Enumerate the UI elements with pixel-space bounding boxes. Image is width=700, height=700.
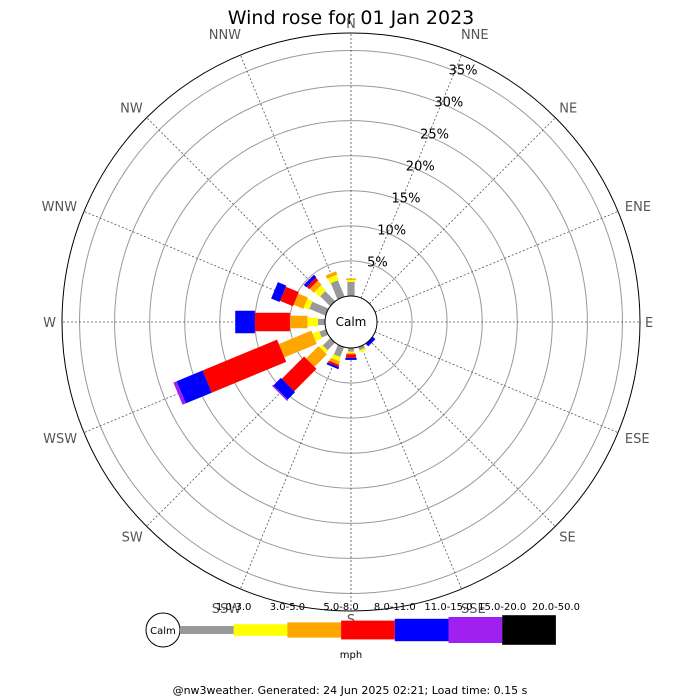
spoke-ese [374, 331, 619, 433]
legend-label-6: 20.0-50.0 [532, 602, 580, 613]
calm-label: Calm [336, 315, 367, 329]
grid-ring-30 [114, 85, 588, 559]
direction-label-nnw: NNW [209, 28, 241, 43]
radial-tick-label-25: 25% [420, 127, 449, 142]
bar-ssw-bin-0 [333, 344, 345, 358]
direction-label-e: E [645, 316, 653, 331]
bar-wsw-bin-2 [278, 330, 317, 358]
direction-label-s: S [347, 613, 355, 628]
direction-labels: N NNE NE ENE E ESE SE SSE S SSW SW WSW W WNW NW NNW [42, 17, 654, 628]
direction-label-ene: ENE [625, 200, 651, 215]
spoke-sse [360, 345, 462, 590]
radial-tick-label-15: 15% [392, 191, 421, 206]
bar-wnw-bin-0 [309, 301, 329, 316]
bar-wsw-bin-5 [173, 381, 186, 405]
bar-wsw-bin-3 [202, 339, 287, 393]
legend-label-0: 1.0-3.0 [216, 602, 251, 613]
bar-wsw-bin-1 [312, 330, 323, 342]
spoke-nnw [240, 54, 342, 299]
bar-nw-bin-3 [306, 277, 319, 290]
grid-ring-25 [149, 120, 553, 524]
spoke-ne [369, 117, 556, 304]
legend-label-3: 8.0-11.0 [374, 602, 416, 613]
bar-wnw-bin-3 [279, 286, 299, 307]
direction-label-n: N [346, 17, 356, 32]
bar-wnw-bin-2 [293, 293, 308, 309]
chart-title: Wind rose for 01 Jan 2023 [228, 7, 475, 29]
direction-label-ese: ESE [625, 432, 650, 447]
bar-sse-bin-0 [358, 344, 365, 351]
calm-circle [324, 295, 378, 349]
legend-swatch-3 [341, 620, 395, 640]
direction-label-nw: NW [120, 102, 143, 117]
footer-text: @nw3weather. Generated: 24 Jun 2025 02:2… [173, 684, 528, 697]
legend-swatch-1 [233, 624, 288, 636]
outer-ring [61, 32, 641, 612]
bar-sw-bin-5 [271, 384, 289, 402]
bar-wnw-bin-4 [271, 282, 287, 302]
bar-ssw-bin-2 [329, 357, 341, 365]
direction-label-wsw: WSW [43, 432, 77, 447]
legend-swatch-4 [394, 618, 449, 642]
radial-tick-label-5: 5% [367, 256, 388, 271]
bar-nw-bin-1 [314, 285, 326, 297]
bar-sse-bin-1 [359, 347, 367, 353]
direction-label-se: SE [559, 530, 575, 545]
radial-tick-label-35: 35% [449, 63, 478, 78]
direction-label-sw: SW [122, 530, 143, 545]
radial-tick-label-10: 10% [377, 224, 406, 239]
legend-label-4: 11.0-15.0 [424, 602, 472, 613]
bar-sw-bin-1 [319, 344, 329, 354]
direction-label-ssw: SSW [212, 602, 242, 617]
bar-ssw-bin-4 [326, 362, 340, 370]
legend-label-1: 3.0-5.0 [270, 602, 305, 613]
direction-label-nne: NNE [461, 28, 489, 43]
legend-unit: mph [340, 650, 362, 661]
radial-tick-labels: 5% 10% 15% 20% 25% 30% 35% [367, 63, 477, 270]
legend-swatch-0 [180, 626, 234, 634]
legend-calm-label: Calm [150, 626, 176, 637]
bar-nw-bin-0 [320, 291, 336, 307]
bar-sw-bin-4 [273, 377, 296, 400]
bar-wsw-bin-4 [176, 370, 212, 404]
bar-wsw-bin-0 [319, 329, 329, 338]
legend-swatch-2 [287, 622, 342, 638]
bar-se-bin-4 [365, 336, 376, 347]
radial-tick-label-20: 20% [406, 159, 435, 174]
bar-sw-bin-3 [281, 356, 317, 392]
direction-label-ne: NE [559, 102, 577, 117]
bar-nnw-bin-2 [325, 271, 338, 279]
calm-center: Calm [324, 295, 378, 349]
legend: Calm 1.0-3.0 3.0-5.0 5.0-8.0 8.0-11.0 11.0-1… [145, 602, 580, 661]
bar-ssw-bin-1 [331, 354, 341, 362]
bar-ssw-bin-3 [328, 360, 340, 367]
radial-tick-label-30: 30% [434, 95, 463, 110]
bar-sw-bin-0 [322, 338, 335, 351]
direction-label-sse: SSE [461, 602, 486, 617]
legend-swatch-5 [448, 617, 503, 643]
bar-nnw-bin-1 [327, 274, 339, 284]
legend-label-5: 15.0-20.0 [478, 602, 526, 613]
legend-label-2: 5.0-8.0 [323, 602, 358, 613]
direction-label-wnw: WNW [42, 200, 78, 215]
spoke-ene [374, 211, 619, 313]
direction-label-w: W [43, 316, 56, 331]
bar-wnw-bin-1 [303, 298, 313, 310]
legend-swatch-6 [502, 615, 556, 645]
bar-nnw-bin-0 [330, 280, 345, 300]
spoke-se [369, 340, 556, 527]
legend-bins: 1.0-3.0 3.0-5.0 5.0-8.0 8.0-11.0 11.0-15.0 15… [180, 602, 580, 645]
bar-nw-bin-2 [309, 280, 322, 293]
spoke-nw [146, 117, 333, 304]
wind-bars [173, 271, 376, 405]
bar-sw-bin-2 [306, 346, 327, 367]
bar-nw-bin-4 [303, 274, 317, 288]
